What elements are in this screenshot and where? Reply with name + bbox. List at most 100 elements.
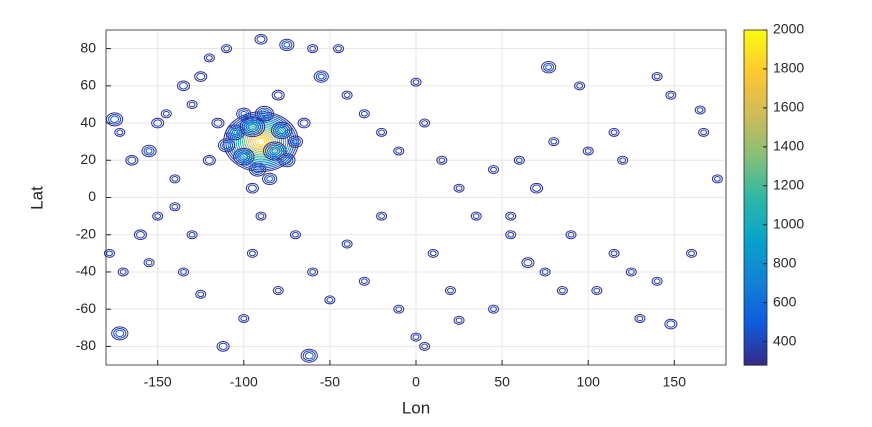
contour-ring bbox=[195, 289, 207, 299]
contour-ring bbox=[223, 45, 230, 52]
contour-ring bbox=[256, 138, 266, 146]
contour-ring bbox=[567, 231, 575, 238]
colorbar-slice bbox=[744, 239, 767, 246]
contour-ring bbox=[548, 137, 560, 147]
y-tick-label: -60 bbox=[76, 300, 96, 316]
contour-ring bbox=[627, 269, 635, 275]
colorbar-slice bbox=[744, 349, 767, 356]
contour-ring bbox=[412, 334, 420, 340]
contour-ring bbox=[114, 127, 126, 137]
contour-ring bbox=[292, 138, 299, 145]
contour-ring bbox=[360, 110, 368, 117]
colorbar-slice bbox=[744, 129, 767, 136]
contour-ring bbox=[453, 183, 465, 193]
contour-ring bbox=[444, 286, 456, 296]
contour-ring bbox=[651, 276, 663, 286]
contour-ring bbox=[254, 33, 268, 45]
contour-ring bbox=[619, 157, 627, 164]
contour-ring bbox=[488, 304, 499, 314]
contour-ring bbox=[324, 295, 336, 305]
contour-ring bbox=[245, 182, 259, 194]
contour-ring bbox=[188, 101, 196, 108]
contour-ring bbox=[289, 230, 301, 240]
contour-ring bbox=[358, 276, 370, 286]
contour-ring bbox=[196, 72, 206, 81]
contour-ring bbox=[541, 61, 557, 74]
contour-ring bbox=[239, 152, 249, 161]
colorbar-slice bbox=[744, 134, 767, 141]
contour-ring bbox=[576, 83, 584, 89]
colorbar-slice bbox=[744, 155, 767, 162]
contour-ring bbox=[133, 229, 147, 241]
contour-ring bbox=[213, 119, 223, 127]
colorbar-slice bbox=[744, 66, 767, 73]
colorbar-slice bbox=[744, 307, 767, 314]
contour-ring bbox=[277, 126, 287, 135]
contour-ring bbox=[247, 184, 257, 192]
contour-ring bbox=[186, 99, 198, 109]
contour-ring bbox=[341, 239, 353, 249]
contour-ring bbox=[335, 45, 342, 52]
contour-ring bbox=[447, 287, 454, 294]
contour-ring bbox=[254, 105, 275, 122]
colorbar-slice bbox=[744, 260, 767, 267]
contour-ring bbox=[116, 129, 124, 136]
colorbar-slice bbox=[744, 166, 767, 172]
contour-ring bbox=[313, 70, 329, 83]
contour-ring bbox=[515, 157, 523, 164]
contour-ring bbox=[221, 44, 233, 54]
x-tick-label: -50 bbox=[320, 374, 340, 390]
contour-ring bbox=[421, 343, 429, 350]
contour-ring bbox=[438, 157, 446, 164]
colorbar-slice bbox=[744, 87, 767, 94]
contour-ring bbox=[151, 117, 165, 129]
colorbar-slice bbox=[744, 118, 767, 125]
contour-ring bbox=[307, 44, 319, 54]
contour-ring bbox=[666, 320, 676, 328]
colorbar-slice bbox=[744, 333, 767, 340]
contour-ring bbox=[169, 174, 181, 184]
colorbar-slice bbox=[744, 286, 767, 293]
contour-ring bbox=[261, 110, 268, 117]
colorbar-slice bbox=[744, 108, 767, 115]
y-tick-label: 40 bbox=[80, 114, 96, 130]
contour-ring bbox=[378, 129, 385, 136]
contour-ring bbox=[343, 241, 351, 247]
contour-ring bbox=[273, 91, 283, 99]
contour-ring bbox=[309, 45, 317, 52]
colorbar-slice bbox=[744, 354, 767, 361]
contour-ring bbox=[360, 278, 368, 285]
contour-ring bbox=[608, 248, 620, 258]
contour-ring bbox=[565, 230, 577, 240]
contour-ring bbox=[115, 329, 125, 338]
y-tick-label: 20 bbox=[80, 151, 96, 167]
colorbar-tick-label: 2000 bbox=[773, 21, 804, 37]
contour-ring bbox=[507, 231, 515, 238]
colorbar-slice bbox=[744, 139, 767, 146]
contour-ring bbox=[610, 129, 618, 136]
contour-ring bbox=[550, 138, 558, 145]
contour-ring bbox=[264, 174, 276, 184]
contour-ring bbox=[275, 125, 289, 136]
contour-ring bbox=[204, 156, 214, 164]
contour-ring bbox=[297, 117, 311, 129]
contour-ring bbox=[269, 146, 281, 156]
contour-ring bbox=[105, 112, 124, 127]
contour-ring bbox=[110, 115, 120, 124]
contour-ring bbox=[698, 127, 710, 137]
contour-ring bbox=[309, 269, 317, 275]
contour-ring bbox=[625, 267, 637, 277]
y-tick-label: -40 bbox=[76, 263, 96, 279]
contour-ring bbox=[279, 38, 295, 52]
colorbar-slice bbox=[744, 103, 767, 110]
contour-ring bbox=[545, 64, 553, 71]
colorbar-tick-label: 800 bbox=[773, 254, 797, 270]
contour-ring bbox=[240, 110, 248, 117]
contour-ring bbox=[265, 143, 285, 159]
contour-ring bbox=[713, 176, 721, 182]
colorbar-slice bbox=[744, 40, 767, 47]
contour-ring bbox=[244, 128, 278, 156]
contour-ring bbox=[455, 317, 463, 324]
contour-ring bbox=[111, 326, 129, 341]
colorbar-slice bbox=[744, 218, 767, 225]
